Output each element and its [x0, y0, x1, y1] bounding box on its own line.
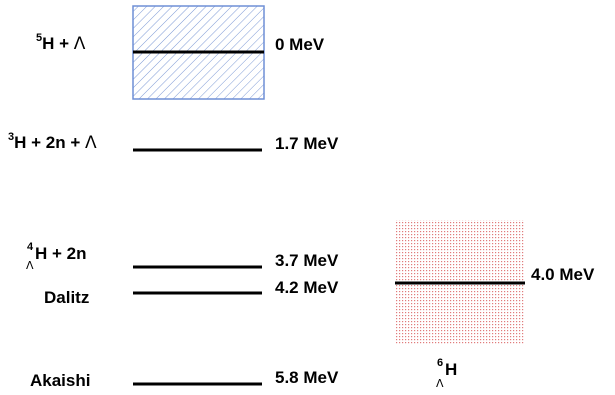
level-value-2: 3.7 MeV: [275, 251, 339, 270]
level-label-1-sup: 3: [8, 131, 15, 143]
level-label-4: Akaishi: [30, 371, 90, 391]
level-label-2-core: H + 2n: [35, 244, 87, 263]
level-label-3: Dalitz: [44, 288, 89, 308]
level-label-2: 4 Λ H + 2n: [26, 241, 87, 272]
level-label-0: 5H + Λ: [36, 32, 86, 56]
level-label-4-text: Akaishi: [30, 371, 91, 390]
hypernucleus-sub: Λ: [436, 377, 444, 390]
level-label-0-lambda: Λ: [73, 34, 86, 54]
hypernucleus-core: H: [445, 360, 458, 379]
level-label-2-sub: Λ: [26, 259, 34, 272]
level-label-2-sup: 4: [27, 241, 34, 253]
level-label-1-core: H + 2n +: [14, 133, 85, 152]
level-label-1: 3H + 2n + Λ: [8, 131, 97, 155]
level-value-0: 0 MeV: [275, 35, 325, 54]
hypernucleus-value: 4.0 MeV: [531, 265, 595, 284]
level-label-3-text: Dalitz: [44, 288, 90, 307]
level-label-0-core: H +: [42, 34, 74, 53]
level-label-1-lambda: Λ: [85, 133, 97, 153]
level-value-4: 5.8 MeV: [275, 368, 339, 387]
hypernucleus-label: 6 Λ H: [436, 357, 458, 390]
level-value-3: 4.2 MeV: [275, 278, 339, 297]
level-value-1: 1.7 MeV: [275, 134, 339, 153]
hypernucleus-sup: 6: [437, 357, 444, 369]
level-label-0-sup: 5: [36, 32, 43, 44]
